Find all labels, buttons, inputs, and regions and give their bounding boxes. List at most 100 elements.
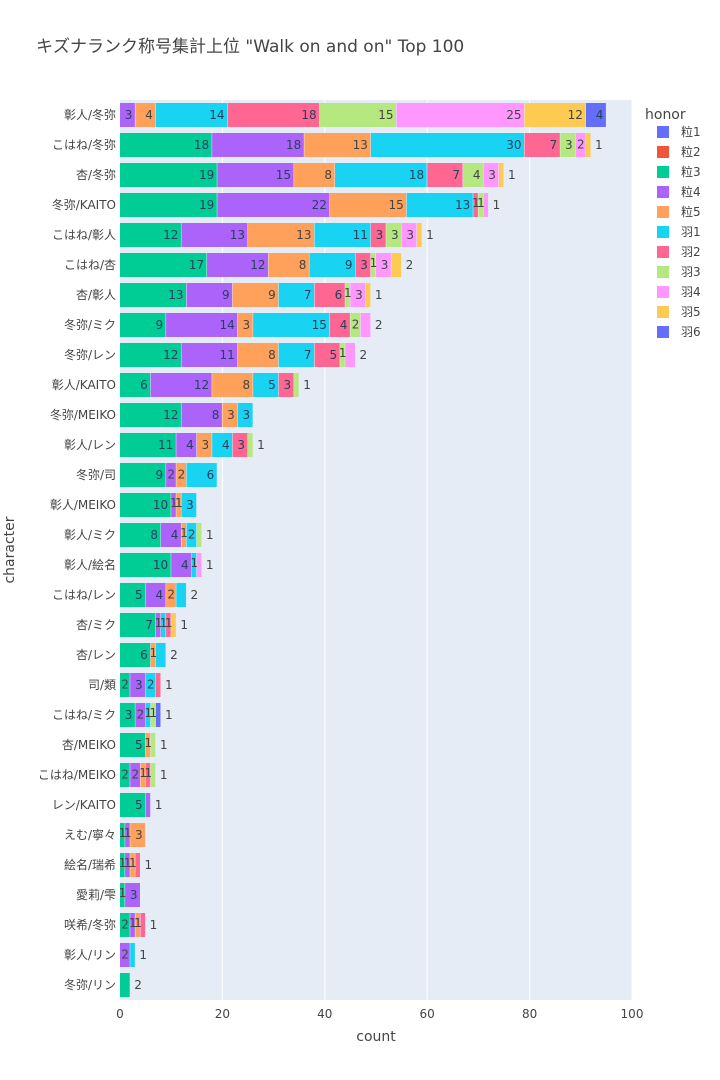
bar-segment[interactable] <box>145 763 151 787</box>
bar-segment[interactable] <box>376 253 391 277</box>
bar-segment[interactable] <box>130 673 146 697</box>
bar-segment[interactable] <box>155 643 166 667</box>
legend-entry[interactable]: 羽1 <box>681 225 701 239</box>
bar-segment[interactable] <box>135 703 146 727</box>
bar-segment[interactable] <box>329 193 407 217</box>
bar-segment[interactable] <box>130 823 146 847</box>
bar-segment[interactable] <box>150 643 156 667</box>
bar-segment[interactable] <box>120 673 130 697</box>
bar-segment[interactable] <box>120 643 151 667</box>
bar-segment[interactable] <box>120 253 207 277</box>
bar-segment[interactable] <box>145 673 156 697</box>
bar-segment[interactable] <box>120 343 181 367</box>
bar-segment[interactable] <box>120 943 130 967</box>
bar-segment[interactable] <box>120 133 212 157</box>
bar-segment[interactable] <box>120 913 130 937</box>
bar-segment[interactable] <box>155 673 161 697</box>
bar-segment[interactable] <box>427 163 463 187</box>
bar-segment[interactable] <box>120 883 125 907</box>
bar-segment[interactable] <box>345 343 356 367</box>
legend-entry[interactable]: 羽3 <box>681 265 701 279</box>
bar-segment[interactable] <box>463 163 484 187</box>
bar-segment[interactable] <box>120 223 181 247</box>
bar-segment[interactable] <box>171 613 176 637</box>
bar-segment[interactable] <box>171 493 176 517</box>
bar-segment[interactable] <box>314 283 345 307</box>
bar-segment[interactable] <box>370 223 386 247</box>
bar-segment[interactable] <box>304 133 371 157</box>
legend-swatch[interactable] <box>657 206 669 218</box>
legend-swatch[interactable] <box>657 306 669 318</box>
bar-segment[interactable] <box>120 733 146 757</box>
bar-segment[interactable] <box>319 103 396 127</box>
bar-segment[interactable] <box>340 343 345 367</box>
bar-segment[interactable] <box>191 553 197 577</box>
bar-segment[interactable] <box>483 193 489 217</box>
legend-swatch[interactable] <box>657 146 669 158</box>
bar-segment[interactable] <box>120 283 187 307</box>
bar-segment[interactable] <box>585 133 591 157</box>
bar-segment[interactable] <box>498 163 504 187</box>
bar-segment[interactable] <box>278 343 315 367</box>
bar-segment[interactable] <box>140 763 146 787</box>
bar-segment[interactable] <box>160 613 166 637</box>
legend-swatch[interactable] <box>657 226 669 238</box>
bar-segment[interactable] <box>135 853 140 877</box>
bar-segment[interactable] <box>150 733 156 757</box>
legend-swatch[interactable] <box>657 266 669 278</box>
bar-segment[interactable] <box>232 433 248 457</box>
bar-segment[interactable] <box>120 163 217 187</box>
bar-segment[interactable] <box>120 313 166 337</box>
bar-segment[interactable] <box>560 133 576 157</box>
bar-segment[interactable] <box>232 283 279 307</box>
bar-segment[interactable] <box>237 403 253 427</box>
legend-swatch[interactable] <box>657 246 669 258</box>
legend-entry[interactable]: 粒3 <box>681 164 701 179</box>
bar-segment[interactable] <box>370 253 376 277</box>
bar-segment[interactable] <box>345 283 350 307</box>
bar-segment[interactable] <box>181 343 238 367</box>
bar-segment[interactable] <box>120 973 130 997</box>
bar-segment[interactable] <box>125 823 130 847</box>
bar-segment[interactable] <box>217 193 330 217</box>
bar-segment[interactable] <box>294 163 335 187</box>
bar-segment[interactable] <box>386 223 402 247</box>
bar-segment[interactable] <box>176 463 187 487</box>
bar-segment[interactable] <box>360 313 371 337</box>
legend-swatch[interactable] <box>657 326 669 338</box>
bar-segment[interactable] <box>483 163 499 187</box>
bar-segment[interactable] <box>130 943 135 967</box>
bar-segment[interactable] <box>145 583 166 607</box>
bar-segment[interactable] <box>278 283 315 307</box>
bar-segment[interactable] <box>120 793 146 817</box>
bar-segment[interactable] <box>176 433 197 457</box>
bar-segment[interactable] <box>140 913 146 937</box>
bar-segment[interactable] <box>335 163 427 187</box>
bar-segment[interactable] <box>314 343 340 367</box>
bar-segment[interactable] <box>181 493 197 517</box>
bar-segment[interactable] <box>237 313 253 337</box>
bar-segment[interactable] <box>207 253 268 277</box>
legend-swatch[interactable] <box>657 126 669 138</box>
bar-segment[interactable] <box>355 253 371 277</box>
bar-segment[interactable] <box>575 133 586 157</box>
bar-segment[interactable] <box>222 403 238 427</box>
bar-segment[interactable] <box>130 853 135 877</box>
bar-segment[interactable] <box>166 313 238 337</box>
bar-segment[interactable] <box>120 823 125 847</box>
bar-segment[interactable] <box>217 163 294 187</box>
bar-segment[interactable] <box>120 613 156 637</box>
bar-segment[interactable] <box>212 373 253 397</box>
bar-segment[interactable] <box>248 433 253 457</box>
bar-segment[interactable] <box>401 223 417 247</box>
bar-segment[interactable] <box>150 763 156 787</box>
bar-segment[interactable] <box>120 853 125 877</box>
bar-segment[interactable] <box>120 493 171 517</box>
bar-segment[interactable] <box>248 223 315 247</box>
legend-entry[interactable]: 羽4 <box>681 285 701 299</box>
bar-segment[interactable] <box>237 343 279 367</box>
bar-segment[interactable] <box>120 523 161 547</box>
legend-entry[interactable]: 羽2 <box>681 245 701 259</box>
bar-segment[interactable] <box>150 373 212 397</box>
bar-segment[interactable] <box>120 553 171 577</box>
